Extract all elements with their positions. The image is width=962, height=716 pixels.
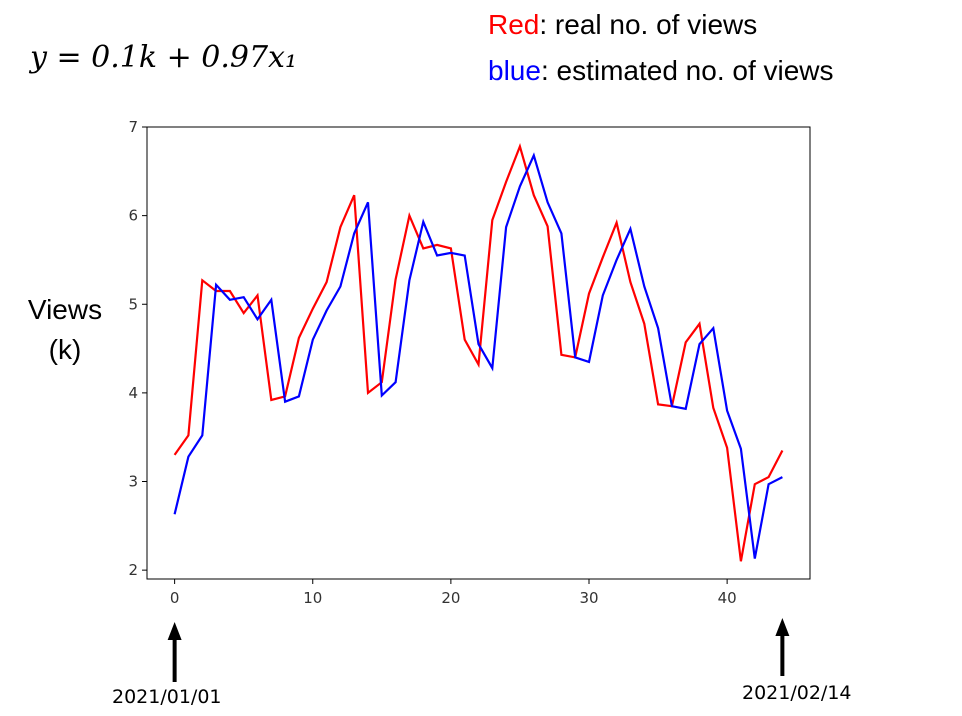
- y-axis-label-line1: Views: [27, 294, 103, 325]
- x-tick-label: 10: [303, 589, 322, 607]
- x-tick-label: 30: [579, 589, 598, 607]
- y-tick-label: 5: [128, 295, 138, 313]
- x-tick-label: 40: [718, 589, 737, 607]
- end-date-arrow-icon: [775, 618, 790, 676]
- series-layer: [173, 143, 784, 562]
- legend-entry-estimated: blue: estimated no. of views: [488, 48, 834, 94]
- legend-entry-real: Red: real no. of views: [488, 2, 834, 48]
- y-tick-label: 6: [128, 207, 138, 225]
- legend-red-text: : real no. of views: [539, 9, 758, 40]
- x-tick-label: 0: [170, 589, 180, 607]
- start-date-label: 2021/01/01: [112, 686, 222, 708]
- arrows-layer: [167, 618, 790, 682]
- x-tick-label: 20: [441, 589, 460, 607]
- ticks-layer: 0 10 20 30 40 2 3 4 5 6 7: [128, 118, 736, 607]
- plot-frame: [146, 126, 811, 580]
- legend-red-word: Red: [488, 9, 540, 40]
- legend: Red: real no. of views blue: estimated n…: [488, 2, 834, 94]
- y-tick-label: 3: [128, 473, 138, 491]
- end-date-label: 2021/02/14: [742, 682, 852, 704]
- y-tick-label: 4: [128, 384, 138, 402]
- y-axis-label-line2: (k): [48, 334, 82, 365]
- y-tick-label: 2: [128, 561, 138, 579]
- regression-formula: y = 0.1k + 0.97x₁: [30, 40, 297, 75]
- legend-blue-word: blue: [488, 55, 541, 86]
- y-axis-label: Views (k): [10, 290, 120, 370]
- start-date-arrow-icon: [167, 622, 182, 682]
- legend-blue-text: : estimated no. of views: [540, 55, 834, 86]
- series-line-real-views: [173, 143, 784, 562]
- series-line-estimated-views: [173, 152, 783, 559]
- y-tick-label: 7: [128, 118, 138, 136]
